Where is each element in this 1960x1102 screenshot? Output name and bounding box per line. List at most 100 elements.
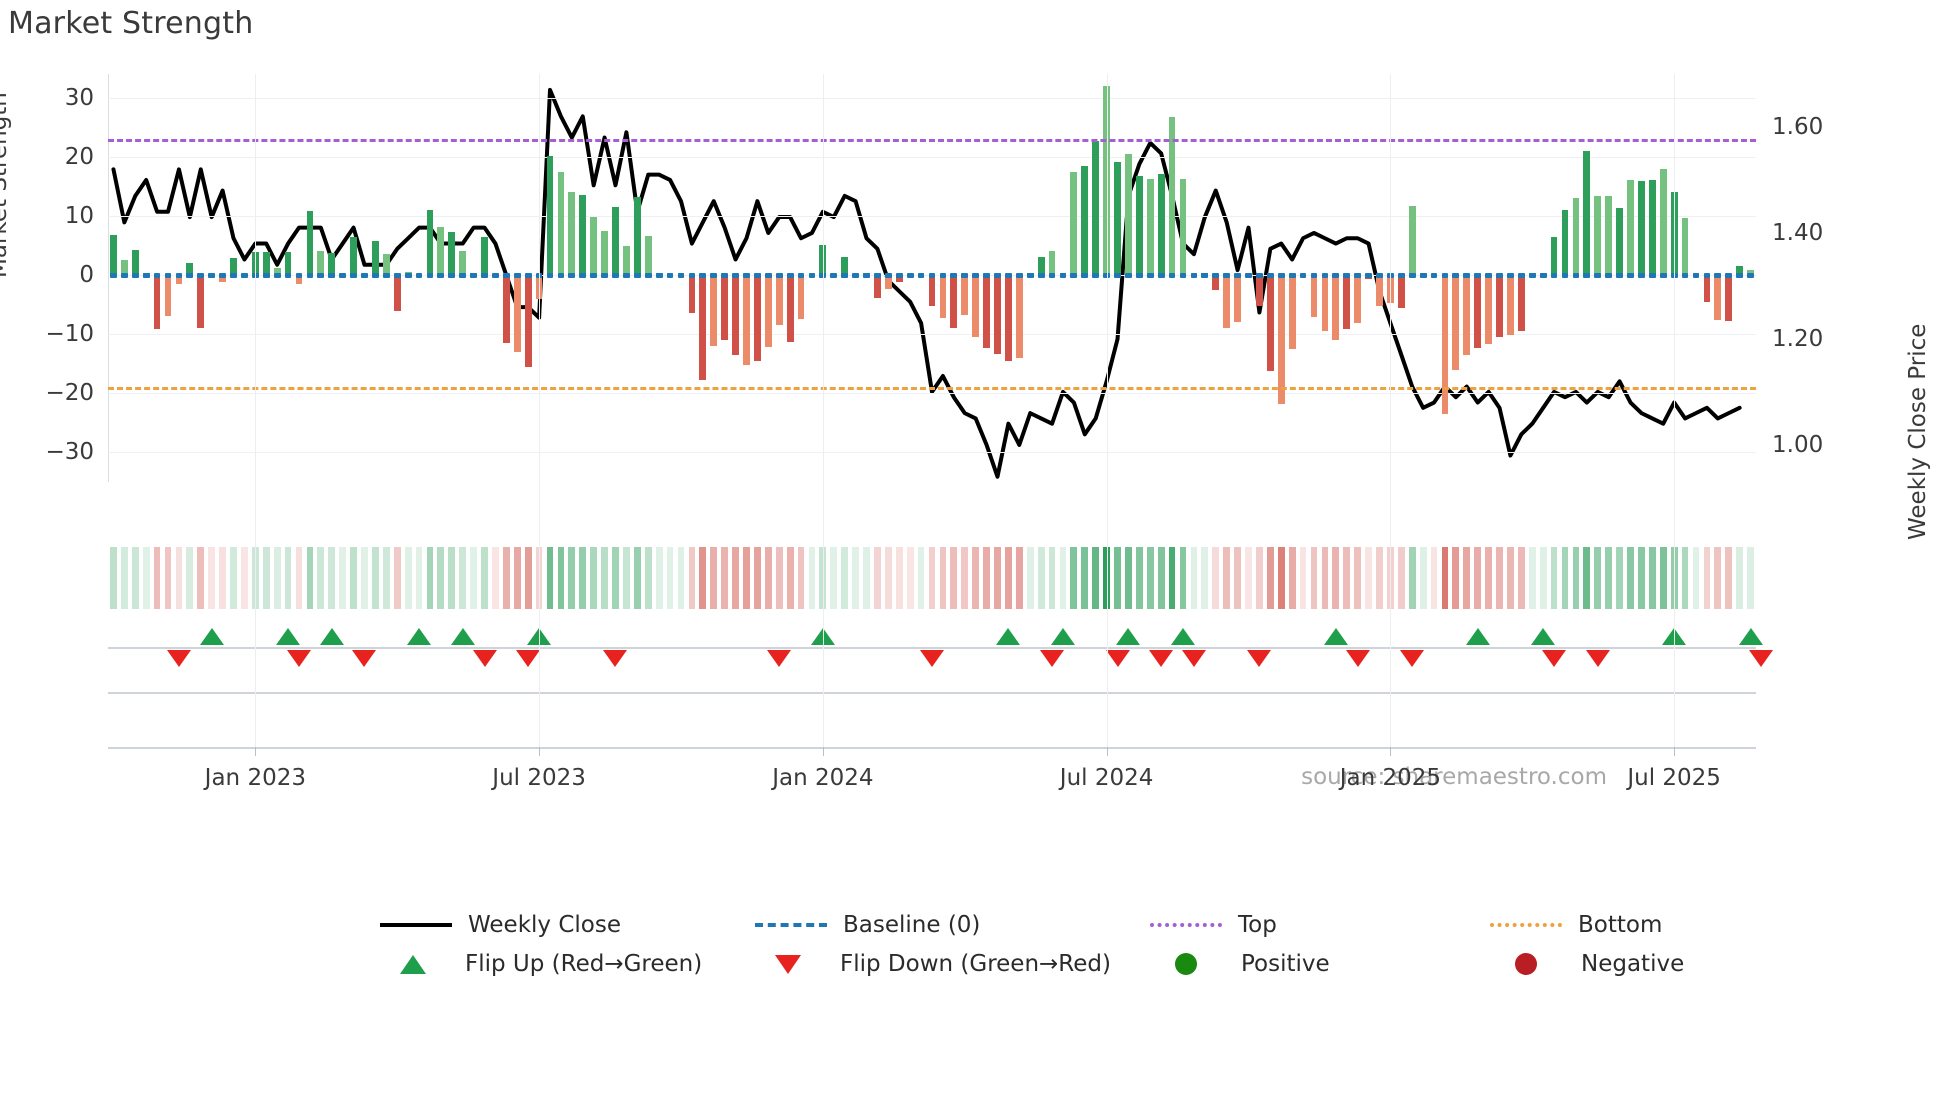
flip-down-marker[interactable]: [1585, 650, 1610, 667]
strength-bar[interactable]: [732, 275, 739, 355]
heatmap-cell[interactable]: [1277, 547, 1285, 609]
strength-bar[interactable]: [819, 244, 827, 276]
strength-bar[interactable]: [502, 275, 510, 344]
heatmap-cell[interactable]: [601, 547, 608, 609]
heatmap-cell[interactable]: [1659, 547, 1667, 609]
heatmap-cell[interactable]: [175, 547, 183, 609]
strength-bar[interactable]: [972, 275, 980, 337]
heatmap-cell[interactable]: [1627, 547, 1634, 609]
flip-up-marker[interactable]: [407, 628, 432, 645]
strength-bar[interactable]: [895, 275, 903, 283]
strength-bar[interactable]: [753, 275, 761, 361]
heatmap-cell[interactable]: [819, 547, 827, 609]
heatmap-cell[interactable]: [1638, 547, 1645, 609]
heatmap-cell[interactable]: [939, 547, 947, 609]
strength-bar[interactable]: [328, 253, 336, 276]
heatmap-cell[interactable]: [721, 547, 729, 609]
flip-down-marker[interactable]: [352, 650, 377, 667]
strength-bar[interactable]: [1725, 275, 1733, 322]
heatmap-cell[interactable]: [972, 547, 980, 609]
heatmap-cell[interactable]: [404, 547, 412, 609]
heatmap-cell[interactable]: [732, 547, 739, 609]
strength-bar[interactable]: [295, 275, 303, 285]
strength-bar[interactable]: [1670, 192, 1678, 276]
flip-down-marker[interactable]: [286, 650, 311, 667]
heatmap-cell[interactable]: [1092, 547, 1100, 609]
heatmap-cell[interactable]: [295, 547, 303, 609]
strength-bar[interactable]: [1485, 275, 1492, 344]
heatmap-cell[interactable]: [1026, 547, 1034, 609]
heatmap-cell[interactable]: [590, 547, 598, 609]
legend-item-bottom[interactable]: Bottom: [1490, 905, 1662, 945]
strength-bar[interactable]: [1441, 275, 1449, 414]
strength-bar[interactable]: [590, 216, 598, 276]
heatmap-cell[interactable]: [110, 547, 117, 609]
heatmap-cell[interactable]: [1376, 547, 1383, 609]
heatmap-cell[interactable]: [655, 547, 663, 609]
heatmap-cell[interactable]: [513, 547, 521, 609]
legend-item-negative[interactable]: Negative: [1490, 944, 1684, 984]
heatmap-cell[interactable]: [633, 547, 641, 609]
strength-bar[interactable]: [459, 251, 467, 276]
flip-down-marker[interactable]: [1149, 650, 1174, 667]
heatmap-cell[interactable]: [1288, 547, 1296, 609]
heatmap-cell[interactable]: [1714, 547, 1722, 609]
strength-bar[interactable]: [535, 275, 543, 299]
strength-bar[interactable]: [1114, 161, 1121, 276]
flip-up-marker[interactable]: [1050, 628, 1075, 645]
heatmap-cell[interactable]: [1266, 547, 1274, 609]
heatmap-cell[interactable]: [1135, 547, 1143, 609]
strength-bar[interactable]: [1212, 275, 1220, 290]
heatmap-cell[interactable]: [120, 547, 128, 609]
heatmap-cell[interactable]: [1059, 547, 1067, 609]
strength-bar[interactable]: [1517, 275, 1525, 332]
heatmap-cell[interactable]: [372, 547, 379, 609]
strength-bar[interactable]: [546, 155, 554, 276]
strength-bar[interactable]: [230, 258, 237, 276]
heatmap-cell[interactable]: [688, 547, 696, 609]
strength-bar[interactable]: [764, 275, 772, 347]
heatmap-cell[interactable]: [284, 547, 292, 609]
heatmap-cell[interactable]: [579, 547, 587, 609]
heatmap-cell[interactable]: [1234, 547, 1241, 609]
strength-bar[interactable]: [372, 241, 379, 276]
heatmap-cell[interactable]: [1048, 547, 1056, 609]
strength-bar[interactable]: [1321, 275, 1329, 332]
heatmap-cell[interactable]: [502, 547, 510, 609]
heatmap-cell[interactable]: [208, 547, 216, 609]
heatmap-cell[interactable]: [1605, 547, 1613, 609]
heatmap-cell[interactable]: [1496, 547, 1503, 609]
strength-bar[interactable]: [939, 275, 947, 319]
strength-bar[interactable]: [1015, 275, 1023, 359]
heatmap-cell[interactable]: [961, 547, 969, 609]
strength-bar[interactable]: [633, 196, 641, 276]
strength-bar[interactable]: [961, 275, 969, 316]
heatmap-cell[interactable]: [852, 547, 859, 609]
strength-bar[interactable]: [710, 275, 718, 346]
heatmap-cell[interactable]: [906, 547, 914, 609]
strength-bar[interactable]: [688, 275, 696, 314]
heatmap-cell[interactable]: [1299, 547, 1307, 609]
strength-bar[interactable]: [1736, 265, 1743, 276]
strength-bar[interactable]: [1081, 166, 1089, 276]
heatmap-cell[interactable]: [863, 547, 870, 609]
strength-bar[interactable]: [1681, 218, 1689, 276]
strength-bar[interactable]: [1376, 275, 1383, 307]
heatmap-cell[interactable]: [448, 547, 456, 609]
heatmap-cell[interactable]: [1485, 547, 1492, 609]
heatmap-cell[interactable]: [186, 547, 194, 609]
strength-bar[interactable]: [306, 210, 314, 276]
strength-bar[interactable]: [1135, 175, 1143, 276]
heatmap-cell[interactable]: [1419, 547, 1427, 609]
heatmap-cell[interactable]: [710, 547, 718, 609]
heatmap-cell[interactable]: [1408, 547, 1416, 609]
heatmap-cell[interactable]: [775, 547, 783, 609]
strength-bar[interactable]: [557, 171, 565, 276]
flip-up-marker[interactable]: [199, 628, 224, 645]
strength-bar[interactable]: [1496, 275, 1503, 338]
strength-bar[interactable]: [1179, 178, 1187, 276]
strength-bar[interactable]: [284, 251, 292, 276]
strength-bar[interactable]: [513, 275, 521, 353]
strength-bar[interactable]: [1605, 196, 1613, 276]
strength-bar[interactable]: [1507, 275, 1514, 336]
